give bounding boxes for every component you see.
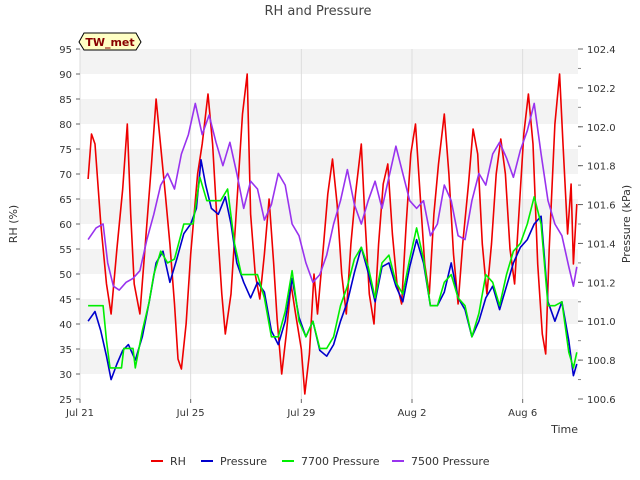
badge-text: TW_met (85, 36, 134, 49)
y2-axis-ticks: 100.6 100.8 101.0 101.2 101.4 101.6 101.8 102.0… (578, 45, 616, 406)
series-line-7500-pressure (87, 102, 578, 291)
y2-tick-label: 101.2 (587, 278, 616, 289)
x-tick-label: Jul 21 (65, 408, 94, 419)
y-tick-label: 45 (59, 295, 72, 306)
legend-label: Pressure (220, 455, 267, 468)
y-tick-label: 95 (59, 45, 72, 56)
y-tick-label: 35 (59, 345, 72, 356)
plot-band (80, 74, 578, 99)
y-tick-label: 40 (59, 320, 72, 331)
x-tick-label: Aug 6 (508, 408, 537, 419)
y2-tick-label: 101.0 (587, 317, 616, 328)
legend-label: 7500 Pressure (411, 455, 490, 468)
y-tick-label: 65 (59, 195, 72, 206)
y-tick-label: 90 (59, 70, 72, 81)
y-tick-label: 60 (59, 220, 72, 231)
y2-tick-label: 102.4 (587, 45, 616, 56)
legend: RH Pressure 7700 Pressure 7500 Pressure (151, 455, 490, 468)
y-tick-label: 25 (59, 395, 72, 406)
plot-band (80, 99, 578, 124)
series-line-rh (87, 73, 578, 395)
series-line-pressure (87, 159, 578, 381)
y-tick-label: 50 (59, 270, 72, 281)
legend-label: 7700 Pressure (301, 455, 380, 468)
legend-label: RH (170, 455, 186, 468)
x-tick-label: Jul 25 (176, 408, 205, 419)
station-badge: TW_met (78, 32, 142, 51)
y2-tick-label: 101.6 (587, 201, 616, 212)
series-lines (87, 73, 578, 395)
series-line-7700-pressure (88, 176, 578, 369)
chart-title: RH and Pressure (264, 4, 371, 19)
y2-tick-label: 102.2 (587, 84, 616, 95)
y2-tick-label: 102.0 (587, 123, 616, 134)
y-axis-ticks: 25 30 35 40 45 50 55 60 65 70 75 80 85 90 95 (59, 45, 80, 406)
y-tick-label: 30 (59, 370, 72, 381)
plot-band (80, 124, 578, 149)
y2-tick-label: 100.6 (587, 395, 616, 406)
y2-axis-label: Pressure (kPa) (620, 185, 633, 263)
plot-band (80, 374, 578, 399)
plot-band (80, 299, 578, 324)
x-tick-label: Jul 29 (286, 408, 315, 419)
x-axis-ticks: Jul 21 Jul 25 Jul 29 Aug 2 Aug 6 (65, 399, 537, 419)
y2-tick-label: 101.8 (587, 162, 616, 173)
y2-tick-label: 101.4 (587, 239, 616, 250)
plot-bands (80, 49, 578, 399)
x-axis-label: Time (550, 423, 578, 436)
y-tick-label: 55 (59, 245, 72, 256)
y-axis-label: RH (%) (7, 205, 20, 243)
plot-band (80, 49, 578, 74)
badge-box (78, 32, 142, 51)
y-tick-label: 70 (59, 170, 72, 181)
x-tick-label: Aug 2 (397, 408, 426, 419)
y2-tick-label: 100.8 (587, 356, 616, 367)
y-tick-label: 85 (59, 95, 72, 106)
y-tick-label: 80 (59, 120, 72, 131)
y-tick-label: 75 (59, 145, 72, 156)
